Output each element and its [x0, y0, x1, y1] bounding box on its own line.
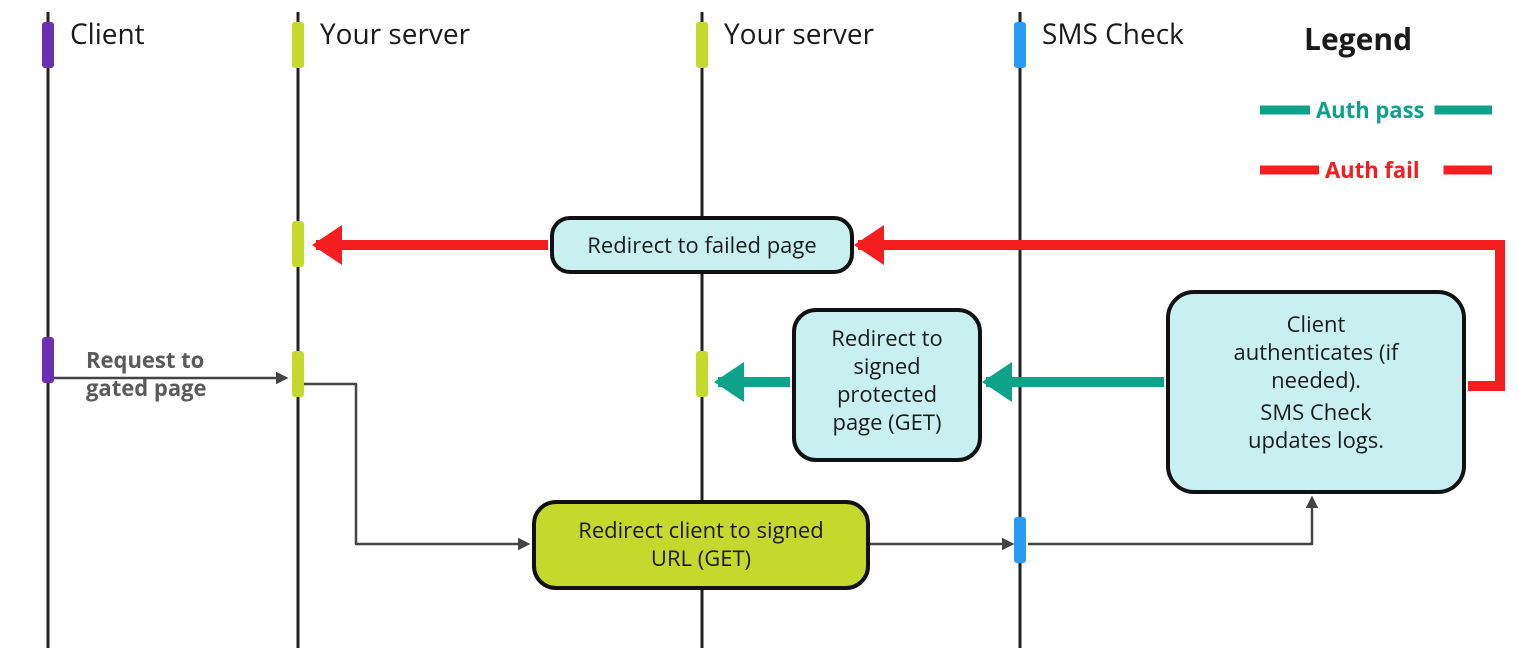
lane-label-server2: Your server: [724, 15, 875, 53]
tick-server2-5: [696, 22, 708, 68]
tick-server1-2: [292, 22, 304, 68]
legend-title: Legend: [1304, 18, 1412, 59]
box-fail_redirect-line-0: Redirect to failed page: [587, 230, 816, 260]
tick-sms-7: [1014, 22, 1026, 68]
fail-seg-failbox-to-s1-head: [312, 225, 342, 265]
tick-client-0: [42, 22, 54, 68]
lane-label-server1: Your server: [320, 15, 471, 53]
message-line-1: gated page: [86, 373, 207, 403]
sms-to-authbox: [1028, 498, 1312, 544]
message-line-0: Request to: [86, 345, 204, 375]
box-auth_box-line-0: Client: [1287, 309, 1346, 339]
fail-seg-to-failbox-head: [854, 225, 884, 265]
box-auth_box-line-1: authenticates (if: [1234, 337, 1400, 367]
box-signed_protected-line-0: Redirect to: [831, 323, 942, 353]
legend-label-1: Auth fail: [1325, 155, 1420, 185]
box-redirect_signed_url-line-1: URL (GET): [651, 543, 751, 573]
tick-server1-3: [292, 221, 304, 267]
legend-label-0: Auth pass: [1316, 95, 1425, 125]
box-redirect_signed_url-line-0: Redirect client to signed: [578, 515, 824, 545]
authbox-to-protected-head: [982, 362, 1012, 402]
box-auth_box-line-3: SMS Check: [1260, 397, 1372, 427]
tick-server1-4: [292, 351, 304, 397]
box-auth_box-line-2: needed).: [1271, 365, 1361, 395]
lane-label-client: Client: [70, 15, 145, 53]
box-auth_box-line-4: updates logs.: [1248, 425, 1384, 455]
protected-to-server2-head: [714, 362, 744, 402]
tick-client-1: [42, 337, 54, 383]
box-signed_protected-line-3: page (GET): [832, 407, 941, 437]
lane-label-sms: SMS Check: [1042, 15, 1184, 53]
box-signed_protected-line-2: protected: [837, 379, 937, 409]
box-signed_protected-line-1: signed: [853, 351, 920, 381]
tick-sms-8: [1014, 517, 1026, 563]
server1-down-to-redirect: [304, 384, 528, 544]
tick-server2-6: [696, 351, 708, 397]
